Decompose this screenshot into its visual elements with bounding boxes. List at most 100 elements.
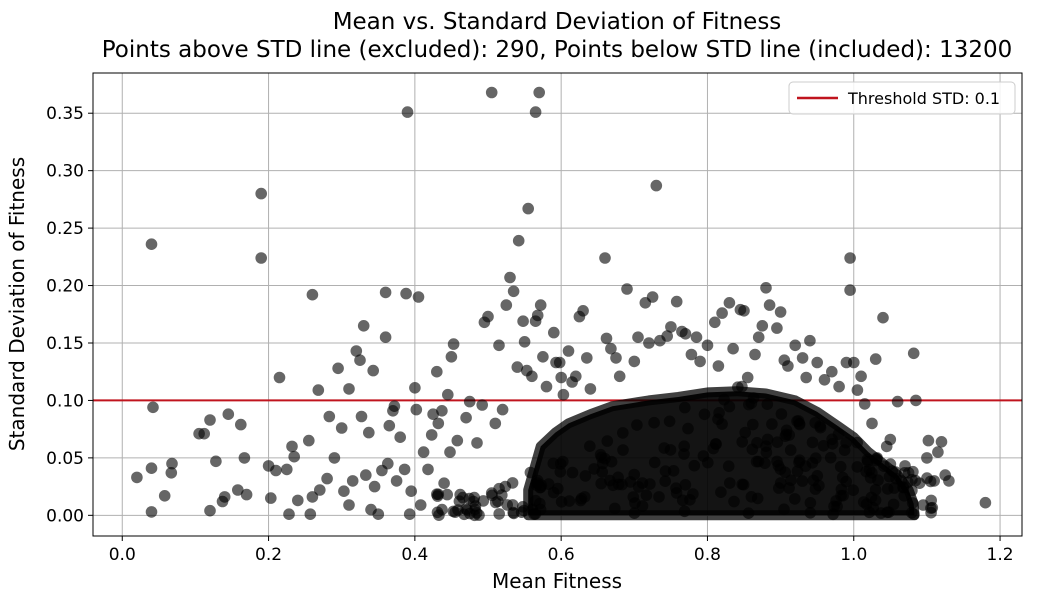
- data-point: [314, 484, 326, 496]
- data-point: [368, 480, 381, 493]
- data-point: [489, 417, 502, 430]
- data-point: [716, 418, 728, 430]
- y-tick-label: 0.35: [46, 104, 84, 124]
- data-point: [827, 508, 839, 521]
- data-point: [851, 461, 864, 473]
- data-point: [452, 504, 464, 516]
- data-point: [932, 446, 944, 458]
- data-point: [723, 297, 736, 309]
- data-point: [534, 503, 547, 516]
- data-point: [240, 488, 253, 501]
- data-point: [860, 498, 873, 510]
- data-point: [412, 291, 425, 303]
- data-point: [355, 410, 368, 423]
- data-point: [145, 462, 158, 475]
- data-point: [379, 331, 392, 344]
- data-point: [270, 464, 282, 477]
- chart-title: Mean vs. Standard Deviation of Fitness: [333, 9, 782, 35]
- data-point: [444, 446, 456, 458]
- data-point: [496, 403, 509, 416]
- data-point: [382, 457, 394, 470]
- data-point: [793, 456, 805, 469]
- data-point: [834, 460, 847, 473]
- data-point: [390, 475, 403, 487]
- data-point: [661, 330, 673, 342]
- data-point: [779, 466, 791, 479]
- data-point: [235, 418, 247, 431]
- data-point: [921, 452, 933, 464]
- data-point: [507, 285, 520, 298]
- data-point: [679, 401, 691, 414]
- data-point: [343, 499, 355, 511]
- data-point: [833, 380, 845, 393]
- data-point: [648, 416, 660, 429]
- data-point: [506, 477, 519, 489]
- data-point: [255, 187, 267, 200]
- y-axis-ticks: 0.00 0.05 0.10 0.15 0.20 0.25 0.30 0.35: [46, 104, 93, 526]
- data-point: [529, 106, 542, 118]
- data-point: [467, 495, 480, 508]
- data-point: [476, 399, 489, 411]
- data-point: [306, 288, 319, 301]
- data-point: [774, 306, 787, 318]
- data-point: [922, 434, 935, 447]
- data-point: [332, 362, 344, 375]
- data-point: [664, 444, 677, 456]
- data-point: [145, 238, 158, 250]
- data-point: [670, 295, 683, 308]
- data-point: [555, 496, 568, 508]
- data-point: [678, 448, 690, 460]
- data-point: [636, 477, 649, 489]
- data-point: [471, 437, 483, 449]
- data-point: [701, 339, 714, 352]
- data-point: [775, 408, 788, 420]
- data-point: [739, 426, 751, 439]
- data-point: [343, 383, 355, 395]
- data-point: [881, 506, 893, 519]
- data-point: [537, 351, 549, 363]
- data-point: [383, 419, 396, 432]
- y-axis-label: Standard Deviation of Fitness: [5, 157, 29, 451]
- data-point: [508, 507, 520, 520]
- data-point: [760, 282, 772, 294]
- data-point: [607, 479, 619, 492]
- data-point: [534, 299, 547, 311]
- data-point: [832, 428, 845, 441]
- data-point: [928, 475, 940, 487]
- data-point: [204, 414, 216, 426]
- data-point: [712, 360, 725, 372]
- data-point: [789, 339, 801, 352]
- data-point: [557, 388, 570, 401]
- data-point: [869, 353, 882, 365]
- data-point: [555, 371, 567, 384]
- data-point: [702, 456, 714, 469]
- data-point: [679, 328, 692, 340]
- data-point: [979, 496, 992, 509]
- data-point: [884, 433, 897, 446]
- data-point: [806, 436, 819, 449]
- data-point: [836, 471, 849, 484]
- data-point: [895, 475, 908, 487]
- data-point: [388, 400, 401, 413]
- data-point: [222, 408, 235, 421]
- data-point: [727, 342, 739, 355]
- data-point: [283, 508, 295, 520]
- data-point: [255, 252, 267, 264]
- data-point: [685, 348, 698, 361]
- data-point: [617, 427, 629, 439]
- data-point: [738, 305, 750, 317]
- data-point: [707, 442, 720, 455]
- data-point: [306, 491, 319, 503]
- data-point: [811, 356, 823, 369]
- data-point: [752, 331, 765, 344]
- data-point: [504, 271, 516, 284]
- data-point: [743, 398, 755, 411]
- data-point: [861, 453, 874, 466]
- data-point: [694, 355, 706, 368]
- data-point: [698, 408, 711, 421]
- data-point: [354, 354, 366, 367]
- data-point: [866, 417, 878, 430]
- data-point: [131, 471, 143, 484]
- data-point: [552, 482, 564, 495]
